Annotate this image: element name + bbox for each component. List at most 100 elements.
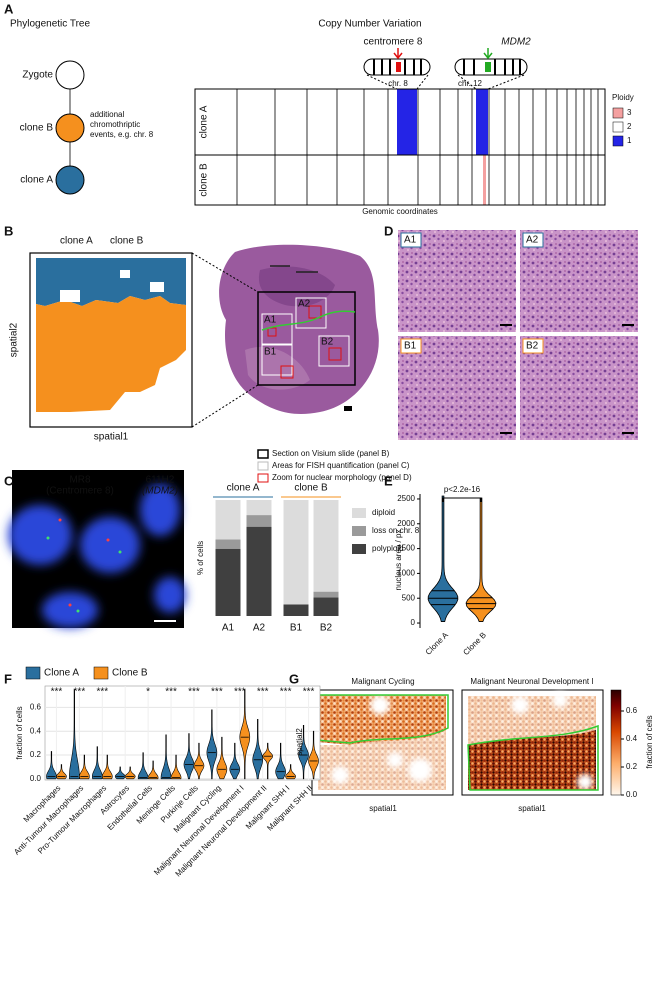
heatmap-title: Malignant Cycling bbox=[351, 677, 414, 686]
node-label: clone B bbox=[20, 123, 54, 134]
bar-segment bbox=[246, 526, 272, 616]
panel-label: E bbox=[384, 473, 393, 488]
tree-node bbox=[55, 60, 85, 90]
y-tick-label: 0 bbox=[411, 618, 416, 627]
violin bbox=[46, 751, 57, 780]
annotation: additional bbox=[90, 110, 124, 119]
panel-label: B bbox=[4, 223, 13, 238]
violin bbox=[147, 760, 159, 780]
legend-swatch bbox=[612, 135, 624, 147]
plot-frame bbox=[44, 685, 321, 781]
node-label: clone A bbox=[20, 175, 53, 186]
node-label: Zygote bbox=[22, 70, 53, 81]
violin bbox=[114, 766, 126, 780]
significance: *** bbox=[74, 687, 86, 698]
y-tick-label: 0.4 bbox=[30, 726, 42, 735]
colorbar-tick-label: 0.0 bbox=[626, 790, 638, 799]
legend-label: Clone A bbox=[44, 668, 79, 679]
x-tick-label: A2 bbox=[253, 623, 266, 634]
region-label: B2 bbox=[321, 337, 334, 348]
panel-label: A bbox=[4, 1, 14, 16]
colorbar-tick-label: 0.6 bbox=[626, 706, 638, 715]
bar-segment bbox=[215, 500, 241, 540]
legend-label: clone B bbox=[110, 236, 144, 247]
annotation: chromothriptic bbox=[90, 120, 140, 129]
significance: *** bbox=[96, 687, 108, 698]
chromosome-label: chr. 12 bbox=[458, 79, 483, 88]
violin bbox=[285, 764, 296, 780]
x-tick-label: B2 bbox=[320, 623, 333, 634]
legend-label: Clone B bbox=[112, 668, 148, 679]
colorbar-label: fraction of cells bbox=[645, 715, 654, 768]
marker-arrow bbox=[483, 48, 493, 60]
significance: *** bbox=[234, 687, 246, 698]
y-tick-label: 2500 bbox=[397, 494, 415, 503]
y-tick-label: 1500 bbox=[397, 544, 415, 553]
x-tick-label: Clone A bbox=[424, 630, 451, 657]
legend-label: 1 bbox=[627, 136, 632, 145]
legend-swatch bbox=[352, 508, 366, 518]
annotation: events, e.g. chr. 8 bbox=[90, 130, 154, 139]
group-label: clone A bbox=[227, 483, 260, 494]
probe-label: 611H2 bbox=[146, 475, 175, 486]
legend-swatch bbox=[612, 121, 624, 133]
violin bbox=[160, 734, 172, 780]
legend-label: clone A bbox=[60, 236, 93, 247]
colorbar-tick-label: 0.4 bbox=[626, 734, 638, 743]
x-tick-label: Clone B bbox=[461, 631, 487, 657]
spatial-heatmaps bbox=[311, 689, 622, 796]
violin bbox=[229, 742, 241, 780]
significance: *** bbox=[165, 687, 177, 698]
legend-swatch bbox=[612, 107, 624, 119]
violin bbox=[170, 754, 182, 780]
significance: *** bbox=[51, 687, 63, 698]
violin bbox=[252, 719, 264, 780]
significance: *** bbox=[280, 687, 292, 698]
y-tick-label: 0.2 bbox=[30, 750, 42, 759]
marker-arrow bbox=[393, 48, 403, 60]
legend-label: diploid bbox=[372, 508, 395, 517]
x-axis-label: spatial1 bbox=[94, 432, 129, 443]
fish-image bbox=[8, 470, 186, 628]
panel-label: F bbox=[4, 671, 12, 686]
x-axis-label: spatial1 bbox=[518, 804, 546, 813]
bracket bbox=[442, 497, 482, 502]
bar-segment bbox=[283, 604, 309, 616]
y-tick-label: 1000 bbox=[397, 569, 415, 578]
violin bbox=[69, 689, 80, 780]
panel-label: C bbox=[4, 473, 14, 488]
y-axis-label: nucleus area / px bbox=[394, 530, 403, 591]
legend-swatch bbox=[352, 544, 366, 554]
legend-swatch bbox=[93, 666, 109, 680]
bar-segment bbox=[215, 539, 241, 549]
tile-label: A1 bbox=[404, 235, 417, 246]
legend-label: polyploid bbox=[372, 544, 404, 553]
key-label: Section on Visium slide (panel B) bbox=[272, 449, 390, 458]
y-tick-label: 0.6 bbox=[30, 703, 42, 712]
violin bbox=[137, 752, 149, 780]
significance: *** bbox=[303, 687, 315, 698]
annotation: p<2.2e-16 bbox=[444, 485, 481, 494]
ideograms bbox=[363, 58, 528, 90]
y-tick-label: 500 bbox=[402, 593, 416, 602]
bar-segment bbox=[283, 500, 309, 605]
x-axis-label: spatial1 bbox=[369, 804, 397, 813]
legend-title: Ploidy bbox=[612, 93, 634, 102]
row-label: clone B bbox=[199, 163, 210, 197]
region-label: A2 bbox=[298, 299, 311, 310]
probe-label: MR8 bbox=[69, 475, 91, 486]
key-label: Areas for FISH quantification (panel C) bbox=[272, 461, 410, 470]
violin bbox=[91, 746, 103, 780]
violin bbox=[298, 724, 309, 780]
x-tick-label: A1 bbox=[222, 623, 235, 634]
cnv-heatmap bbox=[194, 88, 606, 206]
bar-segment bbox=[313, 500, 339, 592]
bar-segment bbox=[246, 500, 272, 516]
region-label: B1 bbox=[264, 347, 277, 358]
violin bbox=[216, 736, 228, 780]
heatmap-title: Malignant Neuronal Development I bbox=[470, 677, 593, 686]
bar-segment bbox=[246, 515, 272, 527]
marker-label: centromere 8 bbox=[364, 37, 423, 48]
y-axis-label: fraction of cells bbox=[15, 706, 24, 759]
